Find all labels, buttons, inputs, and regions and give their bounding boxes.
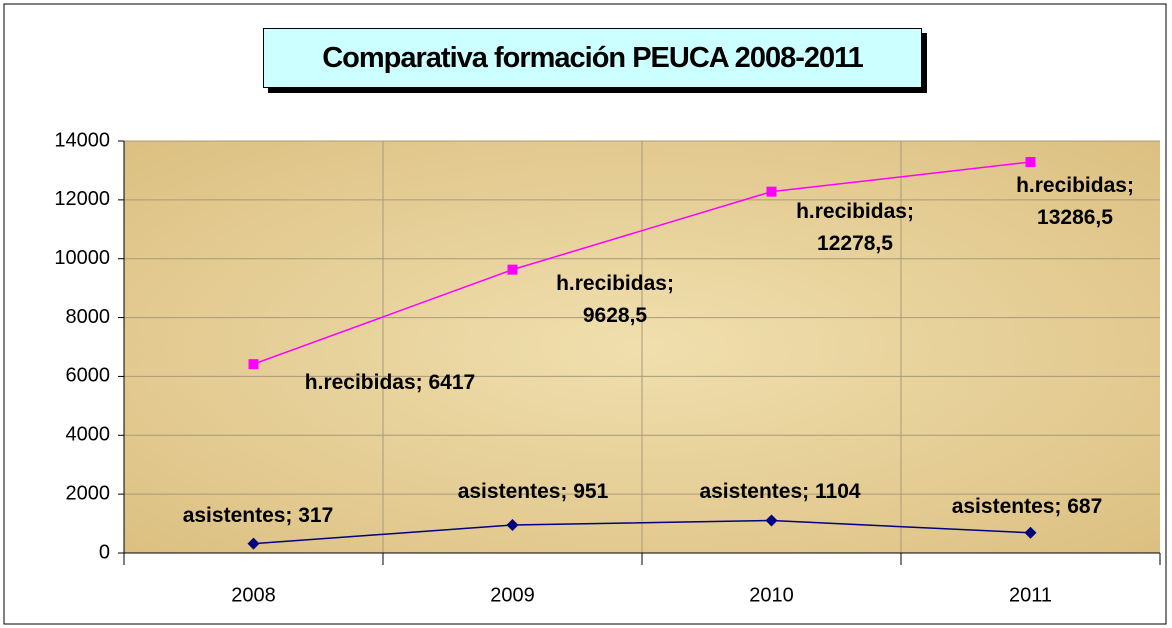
y-tick-label: 12000 bbox=[54, 188, 110, 210]
data-label: h.recibidas; 12278,5 bbox=[796, 200, 914, 255]
marker bbox=[765, 514, 778, 527]
series-line bbox=[253, 519, 1031, 545]
x-tick-label: 2008 bbox=[231, 584, 276, 606]
marker bbox=[247, 537, 260, 550]
x-tick-label: 2009 bbox=[490, 584, 535, 606]
data-label: asistentes; 317 bbox=[182, 504, 334, 527]
data-label: asistentes; 687 bbox=[951, 495, 1103, 518]
y-tick-label: 0 bbox=[99, 541, 110, 563]
marker bbox=[507, 264, 518, 275]
marker bbox=[766, 186, 777, 197]
x-tick-label: 2010 bbox=[749, 584, 794, 606]
data-label: asistentes; 951 bbox=[457, 480, 609, 503]
data-label: asistentes; 1104 bbox=[699, 480, 861, 503]
y-tick-label: 2000 bbox=[66, 482, 111, 504]
y-tick-label: 10000 bbox=[54, 247, 110, 269]
x-tick-label: 2011 bbox=[1009, 584, 1052, 606]
y-tick-label: 14000 bbox=[54, 129, 110, 151]
data-label: h.recibidas; 9628,5 bbox=[556, 272, 674, 327]
marker bbox=[248, 359, 259, 370]
chart-title: Comparativa formación PEUCA 2008-2011 bbox=[263, 28, 922, 88]
y-tick-label: 4000 bbox=[66, 424, 111, 446]
data-label: h.recibidas; 13286,5 bbox=[1016, 174, 1134, 229]
marker bbox=[506, 519, 519, 532]
series-line bbox=[253, 161, 1031, 365]
marker bbox=[1025, 156, 1036, 167]
marker bbox=[1024, 526, 1037, 539]
y-tick-label: 8000 bbox=[66, 306, 111, 328]
data-label: h.recibidas; 6417 bbox=[304, 371, 476, 394]
y-tick-label: 6000 bbox=[66, 365, 111, 387]
